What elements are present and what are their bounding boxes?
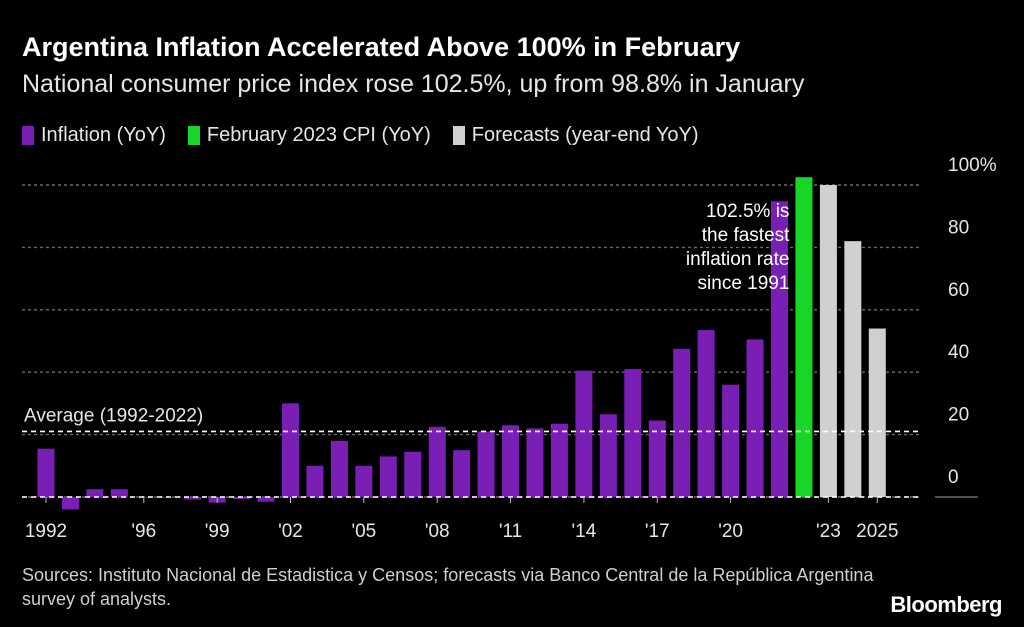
y-axis-ticks: 0 20 40 60 80 100% bbox=[948, 155, 997, 488]
bar-2018 bbox=[673, 348, 691, 497]
x-axis-ticks: 1992 '96 '99 '02 '05 '08 '11 '14 '17 '20 '23 2025 bbox=[25, 497, 898, 542]
bar-2014 bbox=[575, 370, 593, 497]
x-tick-label: '14 bbox=[572, 521, 597, 542]
average-label: Average (1992-2022) bbox=[24, 405, 203, 426]
bar-1998 bbox=[184, 497, 202, 500]
x-tick-label: '17 bbox=[645, 521, 670, 542]
legend-item-forecast: Forecasts (year-end YoY) bbox=[452, 124, 699, 147]
legend-item-cpi: February 2023 CPI (YoY) bbox=[187, 124, 431, 147]
bar-2004 bbox=[330, 440, 348, 497]
x-tick-label: '02 bbox=[278, 521, 303, 542]
legend: Inflation (YoY) February 2023 CPI (YoY) … bbox=[22, 124, 699, 147]
bar-2022 bbox=[771, 201, 788, 497]
legend-label-forecast: Forecasts (year-end YoY) bbox=[471, 124, 699, 146]
x-tick-label: '96 bbox=[131, 521, 156, 542]
x-tick-label: '23 bbox=[816, 521, 841, 542]
bar-2015 bbox=[599, 414, 617, 497]
x-tick-label: '99 bbox=[205, 521, 230, 542]
x-tick-label: 2025 bbox=[856, 521, 898, 542]
bars bbox=[37, 177, 886, 510]
legend-label-cpi: February 2023 CPI (YoY) bbox=[206, 124, 431, 146]
bar-feb-2023 bbox=[795, 177, 813, 497]
bar-1993 bbox=[61, 497, 79, 510]
annotation-line: since 1991 bbox=[698, 273, 790, 294]
bar-2019 bbox=[697, 330, 715, 497]
y-tick-label: 0 bbox=[948, 467, 959, 488]
legend-item-inflation: Inflation (YoY) bbox=[22, 124, 166, 147]
annotation-line: inflation rate bbox=[686, 249, 790, 270]
bar-1992 bbox=[37, 448, 55, 497]
bar-2013 bbox=[550, 423, 568, 497]
source-note: Sources: Instituto Nacional de Estadisti… bbox=[22, 565, 874, 609]
annotation-line: the fastest bbox=[702, 225, 790, 246]
bar-2008 bbox=[428, 426, 446, 497]
bar-chart: Average (1992-2022) 102.5% is the fastest i… bbox=[22, 155, 997, 542]
bar-2016 bbox=[624, 369, 642, 497]
y-tick-label: 20 bbox=[948, 405, 969, 426]
bar-2009 bbox=[453, 450, 471, 497]
bar-2017 bbox=[648, 420, 666, 497]
bar-2002 bbox=[282, 403, 299, 497]
bar-2003 bbox=[306, 465, 324, 497]
legend-swatch-cpi bbox=[187, 126, 200, 145]
bar-2006 bbox=[379, 456, 397, 497]
bar-2007 bbox=[404, 451, 422, 497]
x-tick-label: 1992 bbox=[25, 521, 67, 542]
x-tick-label: '11 bbox=[499, 521, 522, 542]
annotation-line: 102.5% is bbox=[706, 201, 789, 222]
x-tick-label: '20 bbox=[718, 521, 743, 542]
x-tick-label: '08 bbox=[425, 521, 450, 542]
bar-2010 bbox=[477, 431, 495, 497]
bar-1995 bbox=[110, 489, 128, 497]
y-tick-label: 60 bbox=[948, 280, 969, 301]
bar-2020 bbox=[722, 384, 740, 497]
y-tick-label: 100% bbox=[948, 155, 997, 176]
bloomberg-logo: Bloomberg bbox=[890, 592, 1002, 617]
y-tick-label: 80 bbox=[948, 217, 969, 238]
bar-2024 bbox=[844, 241, 862, 497]
x-tick-label: '05 bbox=[351, 521, 376, 542]
bar-2000 bbox=[233, 497, 251, 500]
bar-2012 bbox=[526, 428, 544, 497]
y-tick-label: 40 bbox=[948, 342, 969, 363]
bar-2005 bbox=[355, 465, 373, 497]
chart-title: Argentina Inflation Accelerated Above 10… bbox=[22, 32, 741, 62]
legend-swatch-inflation bbox=[22, 126, 34, 145]
chart-subtitle: National consumer price index rose 102.5… bbox=[22, 70, 805, 98]
bar-1994 bbox=[86, 489, 104, 497]
legend-label-inflation: Inflation (YoY) bbox=[41, 124, 166, 146]
legend-swatch-forecast bbox=[452, 126, 465, 145]
bar-2023 bbox=[819, 185, 837, 497]
bar-2001 bbox=[257, 497, 275, 502]
bar-2011 bbox=[502, 425, 520, 497]
bar-2021 bbox=[746, 339, 764, 497]
bar-2025 bbox=[868, 328, 886, 497]
overlays: Average (1992-2022) 102.5% is the fastest i… bbox=[22, 201, 922, 498]
